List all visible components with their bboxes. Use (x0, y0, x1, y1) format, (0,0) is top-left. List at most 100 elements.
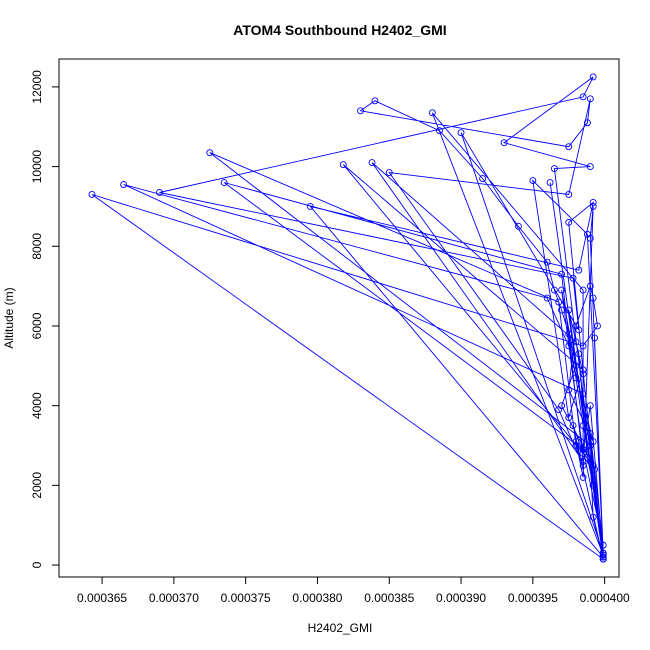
data-point (589, 438, 597, 445)
data-point (550, 286, 558, 294)
data-point (583, 119, 591, 127)
data-point (357, 107, 364, 115)
data-point (220, 179, 228, 186)
data-point (599, 553, 607, 561)
data-point (579, 473, 587, 481)
data-point (591, 465, 599, 473)
data-point (457, 129, 465, 137)
data-point (572, 338, 580, 346)
data-point (428, 109, 436, 117)
data-point (569, 422, 577, 430)
y-axis-label: Altitude (m) (2, 287, 16, 348)
data-point (599, 551, 607, 559)
x-tick-label: 0.000400 (580, 591, 630, 605)
data-point (436, 127, 443, 135)
data-point (586, 282, 594, 290)
y-axis: 0 2000 4000 6000 8000 10000 12000 (30, 70, 60, 568)
data-point (565, 342, 573, 350)
data-point (583, 454, 591, 461)
data-point (306, 202, 314, 210)
chart-title: ATOM4 Southbound H2402_GMI (233, 22, 446, 38)
data-point (371, 97, 379, 105)
x-tick-label: 0.000365 (77, 591, 127, 605)
data-point (572, 438, 580, 445)
x-axis-label: H2402_GMI (308, 621, 373, 635)
data-point (594, 322, 601, 330)
data-point (565, 306, 573, 314)
data-point (565, 330, 573, 338)
data-point (558, 270, 566, 278)
data-point (565, 191, 573, 198)
data-point (572, 374, 580, 382)
x-axis: 0.000365 0.000370 0.000375 0.000380 0.000385… (77, 576, 630, 605)
data-point (575, 266, 583, 274)
data-point (546, 179, 554, 186)
data-point (565, 386, 573, 394)
data-point (589, 73, 597, 81)
data-point (599, 549, 607, 557)
data-point (565, 218, 573, 226)
data-point (589, 294, 597, 302)
y-tick-label: 12000 (30, 70, 44, 104)
y-tick-label: 10000 (30, 150, 44, 184)
plot-area (88, 73, 607, 563)
x-tick-label: 0.000375 (221, 591, 271, 605)
data-point (586, 163, 594, 171)
data-point (575, 350, 583, 358)
x-tick-label: 0.000370 (149, 591, 199, 605)
data-point (572, 442, 580, 449)
data-point (206, 149, 214, 157)
data-point (339, 161, 347, 169)
data-point (586, 234, 594, 242)
data-point (579, 286, 587, 294)
data-point (479, 175, 487, 182)
data-point (558, 306, 566, 314)
data-point (156, 189, 163, 196)
y-tick-label: 8000 (30, 233, 44, 260)
y-tick-label: 4000 (30, 392, 44, 419)
x-tick-label: 0.000380 (292, 591, 342, 605)
data-point (565, 143, 573, 151)
data-point (543, 258, 551, 266)
data-point (579, 93, 587, 101)
data-point (589, 461, 597, 469)
data-point (599, 541, 607, 549)
x-tick-label: 0.000390 (436, 591, 486, 605)
data-point (543, 294, 551, 302)
data-point (589, 513, 597, 521)
data-point (579, 390, 587, 398)
data-point (500, 139, 508, 147)
data-point (529, 177, 537, 184)
data-point (368, 159, 376, 167)
data-point (550, 165, 558, 173)
data-point (515, 222, 522, 230)
data-point (565, 414, 573, 422)
data-point (589, 481, 597, 489)
data-point (120, 181, 128, 188)
data-point (569, 274, 577, 282)
data-point (88, 191, 96, 198)
data-point (558, 286, 566, 294)
y-tick-label: 0 (30, 561, 44, 568)
data-point (579, 366, 587, 374)
data-point (579, 446, 587, 453)
y-tick-label: 6000 (30, 312, 44, 339)
data-point (589, 198, 597, 206)
data-point (586, 430, 594, 438)
data-point (572, 362, 580, 370)
data-point (591, 334, 599, 342)
data-point (579, 370, 587, 378)
data-point (586, 402, 594, 410)
data-point (572, 322, 580, 330)
plot-area-frame (58, 58, 620, 578)
data-point (579, 461, 587, 469)
data-point (579, 457, 587, 465)
data-point (555, 298, 563, 306)
x-tick-label: 0.000395 (508, 591, 558, 605)
series-line (91, 76, 604, 561)
data-point (558, 402, 566, 410)
data-point (385, 169, 393, 177)
data-point (586, 95, 594, 103)
y-tick-label: 2000 (30, 472, 44, 499)
